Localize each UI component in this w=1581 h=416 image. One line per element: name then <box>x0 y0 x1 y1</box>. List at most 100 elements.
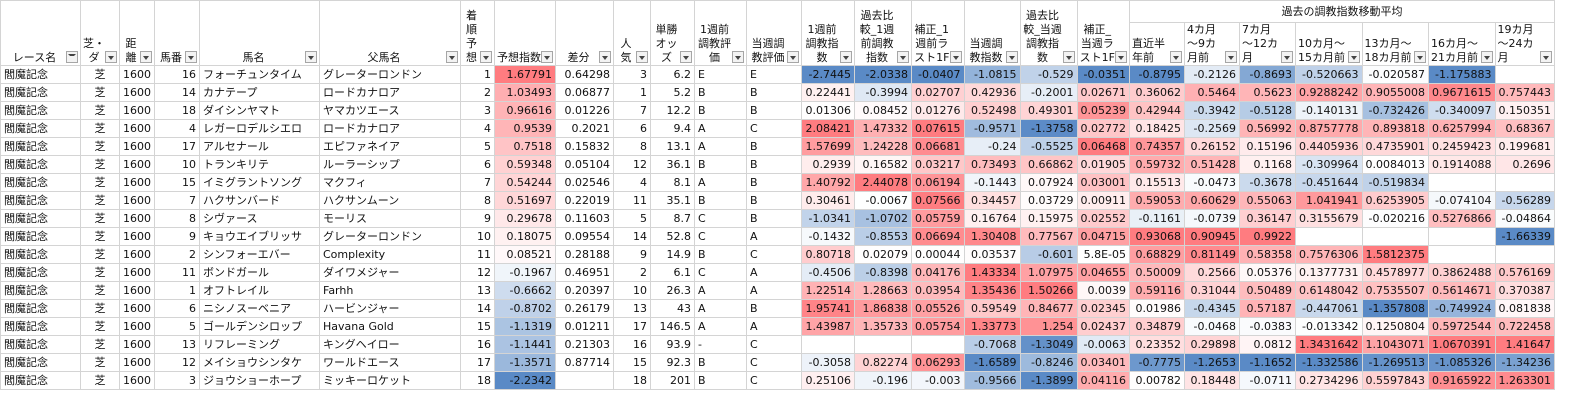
cell[interactable]: 1.07975 <box>1019 263 1078 282</box>
cell[interactable]: 0.36147 <box>1239 209 1296 228</box>
cell[interactable]: 1600 <box>119 83 155 102</box>
cell[interactable]: 0.93068 <box>1129 227 1185 246</box>
cell[interactable]: 0.16764 <box>963 209 1021 228</box>
cell[interactable]: 1 <box>460 65 495 84</box>
cell[interactable]: -0.601 <box>1019 245 1078 264</box>
cell[interactable]: 1600 <box>119 209 155 228</box>
cell[interactable]: 10 <box>460 227 495 246</box>
filter-dropdown-icon[interactable] <box>480 51 492 63</box>
cell[interactable]: 0.01226 <box>555 101 614 120</box>
cell[interactable]: 芝 <box>80 281 120 300</box>
cell[interactable]: -0.2001 <box>1019 83 1078 102</box>
cell[interactable]: 0.26179 <box>555 299 614 318</box>
cell[interactable]: 5.8E-05 <box>1076 245 1130 264</box>
cell[interactable]: 0.7576306 <box>1295 245 1363 264</box>
filter-dropdown-icon[interactable] <box>541 51 553 63</box>
filter-dropdown-icon[interactable] <box>1170 51 1182 63</box>
cell[interactable]: 0.5623 <box>1239 83 1296 102</box>
cell[interactable]: C <box>746 371 802 390</box>
cell[interactable]: 閻魔記念 <box>0 335 81 354</box>
cell[interactable]: ゴールデンシロップ <box>199 317 320 336</box>
cell[interactable]: 0.15832 <box>555 137 614 156</box>
cell[interactable]: 0.64298 <box>555 65 614 84</box>
cell[interactable]: 0.46951 <box>555 263 614 282</box>
cell[interactable]: 7 <box>613 101 651 120</box>
cell[interactable]: 0.2939 <box>801 155 855 174</box>
cell[interactable]: 5.2 <box>650 83 695 102</box>
cell[interactable]: 0.59732 <box>1129 155 1185 174</box>
cell[interactable]: -0.3942 <box>1184 101 1240 120</box>
cell[interactable]: 閻魔記念 <box>0 317 81 336</box>
cell[interactable]: 0.9671615 <box>1428 83 1496 102</box>
cell[interactable]: 1.28663 <box>854 281 912 300</box>
cell[interactable]: 1.67791 <box>494 65 556 84</box>
cell[interactable]: 閻魔記念 <box>0 65 81 84</box>
cell[interactable]: 1.95741 <box>801 299 855 318</box>
cell[interactable]: オフトレイル <box>199 281 320 300</box>
cell[interactable]: 0.36062 <box>1129 83 1185 102</box>
cell[interactable]: -0.8795 <box>1129 65 1185 84</box>
cell[interactable]: 0.6257994 <box>1428 119 1496 138</box>
cell[interactable]: 芝 <box>80 101 120 120</box>
cell[interactable]: -1.3758 <box>1019 119 1078 138</box>
cell[interactable]: B <box>746 299 802 318</box>
cell[interactable]: 11 <box>154 263 200 282</box>
cell[interactable]: 0.8757778 <box>1295 119 1363 138</box>
cell[interactable] <box>1494 65 1555 84</box>
cell[interactable]: C <box>746 335 802 354</box>
cell[interactable]: 10 <box>154 155 200 174</box>
cell[interactable]: -0.1432 <box>801 227 855 246</box>
cell[interactable]: 1600 <box>119 263 155 282</box>
cell[interactable]: 0.150351 <box>1494 101 1555 120</box>
cell[interactable]: 6 <box>460 155 495 174</box>
cell[interactable]: -0.020587 <box>1361 65 1429 84</box>
cell[interactable]: ミッキーロケット <box>319 371 461 390</box>
cell[interactable]: 0.77567 <box>1019 227 1078 246</box>
cell[interactable]: 0.1250804 <box>1361 317 1429 336</box>
cell[interactable]: -0.340097 <box>1428 101 1496 120</box>
cell[interactable]: 0.18075 <box>494 227 556 246</box>
cell[interactable]: 0.9539 <box>494 119 556 138</box>
cell[interactable]: グレーターロンドン <box>319 227 461 246</box>
cell[interactable]: -1.3899 <box>1019 371 1078 390</box>
cell[interactable]: 0.2566 <box>1184 263 1240 282</box>
cell[interactable] <box>1494 245 1555 264</box>
cell[interactable]: 1600 <box>119 245 155 264</box>
cell[interactable]: 0.6253905 <box>1361 191 1429 210</box>
cell[interactable]: -0.140131 <box>1295 101 1363 120</box>
cell[interactable]: -0.013342 <box>1295 317 1363 336</box>
cell[interactable]: 1.22514 <box>801 281 855 300</box>
cell[interactable]: 0.51697 <box>494 191 556 210</box>
cell[interactable]: 17 <box>154 137 200 156</box>
cell[interactable]: 0.29898 <box>1184 335 1240 354</box>
cell[interactable]: 閻魔記念 <box>0 119 81 138</box>
cell[interactable]: 0.01905 <box>1076 155 1130 174</box>
cell[interactable]: 16 <box>154 65 200 84</box>
cell[interactable]: 芝 <box>80 119 120 138</box>
cell[interactable]: 0.04715 <box>1076 227 1130 246</box>
cell[interactable]: -0.2569 <box>1184 119 1240 138</box>
cell[interactable]: -0.0351 <box>1076 65 1130 84</box>
cell[interactable]: -0.309964 <box>1295 155 1363 174</box>
cell[interactable]: 0.06194 <box>911 173 965 192</box>
cell[interactable]: 201 <box>650 371 695 390</box>
filter-dropdown-icon[interactable] <box>787 51 799 63</box>
cell[interactable]: 0.81149 <box>1184 245 1240 264</box>
cell[interactable]: 0.02707 <box>911 83 965 102</box>
cell[interactable]: -2.2342 <box>494 371 556 390</box>
cell[interactable]: -0.8246 <box>1019 353 1078 372</box>
cell[interactable]: 0.59348 <box>494 155 556 174</box>
cell[interactable]: B <box>746 173 802 192</box>
cell[interactable]: 芝 <box>80 173 120 192</box>
cell[interactable]: 芝 <box>80 353 120 372</box>
cell[interactable]: 0.02437 <box>1076 317 1130 336</box>
cell[interactable]: Complexity <box>319 245 461 264</box>
cell[interactable]: 1.40792 <box>801 173 855 192</box>
cell[interactable]: -1.0341 <box>801 209 855 228</box>
cell[interactable]: 1.0670391 <box>1428 335 1496 354</box>
cell[interactable]: 12 <box>154 353 200 372</box>
cell[interactable]: 芝 <box>80 209 120 228</box>
filter-dropdown-icon[interactable] <box>1115 51 1127 63</box>
cell[interactable]: 0.22019 <box>555 191 614 210</box>
cell[interactable] <box>1494 173 1555 192</box>
